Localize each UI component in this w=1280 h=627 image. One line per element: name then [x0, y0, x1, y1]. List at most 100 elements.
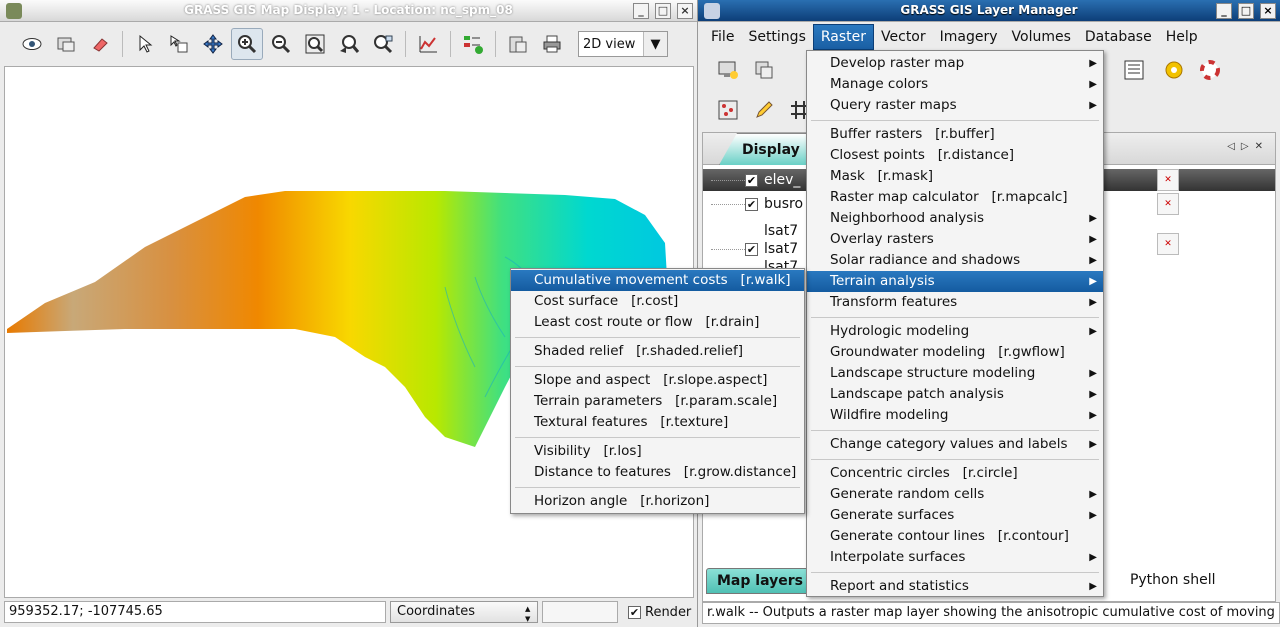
menu-item[interactable]: Cumulative movement costs [r.walk] [511, 270, 804, 291]
menu-item[interactable]: Distance to features [r.grow.distance] [511, 462, 804, 483]
menu-item[interactable]: Shaded relief [r.shaded.relief] [511, 341, 804, 362]
menu-item[interactable]: Mask [r.mask] [807, 166, 1103, 187]
menu-item[interactable]: Develop raster map ▶ [807, 53, 1103, 74]
menu-item[interactable]: Solar radiance and shadows ▶ [807, 250, 1103, 271]
layer-opacity-button[interactable]: ✕ [1157, 233, 1179, 255]
menu-item[interactable]: Least cost route or flow [r.drain] [511, 312, 804, 333]
query-icon[interactable] [163, 28, 195, 60]
layer-visibility-checkbox[interactable]: ✔ [745, 173, 758, 187]
zoom-extent-icon[interactable] [299, 28, 331, 60]
menu-item[interactable]: Wildfire modeling ▶ [807, 405, 1103, 426]
menu-item[interactable]: Overlay rasters ▶ [807, 229, 1103, 250]
layer-visibility-checkbox[interactable]: ✔ [745, 197, 758, 211]
close-button[interactable]: × [1260, 3, 1276, 19]
add-overlay-icon[interactable] [50, 28, 82, 60]
layer-name: elev_ [764, 172, 801, 188]
menu-item-label: Least cost route or flow [r.drain] [534, 314, 760, 330]
submenu-arrow-icon: ▶ [1089, 213, 1097, 224]
menu-item[interactable]: Terrain parameters [r.param.scale] [511, 391, 804, 412]
menu-item[interactable]: Interpolate surfaces ▶ [807, 547, 1103, 568]
menu-item[interactable]: Transform features ▶ [807, 292, 1103, 313]
menu-item[interactable]: Generate random cells ▶ [807, 484, 1103, 505]
attribute-table-icon[interactable] [1118, 54, 1150, 86]
analyze-icon[interactable] [412, 28, 444, 60]
menu-file[interactable]: File [711, 29, 735, 45]
view-mode-select[interactable]: 2D view ▼ [578, 31, 668, 57]
menu-item[interactable]: Report and statistics ▶ [807, 576, 1103, 597]
gear-icon[interactable] [1158, 54, 1190, 86]
pan-icon[interactable] [197, 28, 229, 60]
menu-item[interactable]: Neighborhood analysis ▶ [807, 208, 1103, 229]
map-display-titlebar[interactable]: GRASS GIS Map Display: 1 - Location: nc_… [0, 0, 697, 22]
zoom-back-icon[interactable] [333, 28, 365, 60]
chevron-down-icon[interactable]: ▼ [643, 32, 667, 56]
menu-item[interactable]: Concentric circles [r.circle] [807, 463, 1103, 484]
eye-icon[interactable] [16, 28, 48, 60]
submenu-arrow-icon: ▶ [1089, 510, 1097, 521]
menu-item[interactable]: Slope and aspect [r.slope.aspect] [511, 370, 804, 391]
layer-row[interactable]: ✔ lsat7 lsat7 lsat7 ✕ [703, 219, 1275, 279]
zoom-in-icon[interactable] [231, 28, 263, 60]
toolbar-separator [405, 31, 406, 57]
edit-pencil-icon[interactable] [748, 94, 780, 126]
menu-item[interactable]: Query raster maps ▶ [807, 95, 1103, 116]
print-icon[interactable] [536, 28, 568, 60]
menu-item[interactable]: Textural features [r.texture] [511, 412, 804, 433]
menu-item[interactable]: Hydrologic modeling ▶ [807, 321, 1103, 342]
menu-item[interactable]: Cost surface [r.cost] [511, 291, 804, 312]
coordinates-field[interactable]: 959352.17; -107745.65 [4, 601, 386, 623]
tab-python-shell[interactable]: Python shell [1129, 572, 1216, 588]
menu-volumes[interactable]: Volumes [1011, 29, 1071, 45]
menu-database[interactable]: Database [1084, 29, 1152, 45]
menu-item[interactable]: Closest points [r.distance] [807, 145, 1103, 166]
tab-map-layers[interactable]: Map layers [706, 568, 814, 594]
render-checkbox[interactable]: ✔ [628, 605, 641, 619]
abacus-icon[interactable] [712, 94, 744, 126]
zoom-out-icon[interactable] [265, 28, 297, 60]
menu-item[interactable]: Landscape patch analysis ▶ [807, 384, 1103, 405]
save-icon[interactable] [502, 28, 534, 60]
maximize-button[interactable]: □ [1238, 3, 1254, 19]
legend-icon[interactable] [457, 28, 489, 60]
menu-raster[interactable]: Raster [812, 24, 875, 50]
render-label: Render [645, 604, 692, 620]
new-display-icon[interactable] [712, 54, 744, 86]
menu-item-label: Change category values and labels [830, 436, 1068, 452]
menu-item[interactable]: Generate surfaces ▶ [807, 505, 1103, 526]
layer-opacity-button[interactable]: ✕ [1157, 169, 1179, 191]
render-checkbox-group[interactable]: ✔ Render [628, 605, 691, 620]
menu-item[interactable]: Buffer rasters [r.buffer] [807, 124, 1103, 145]
menu-item[interactable]: Landscape structure modeling ▶ [807, 363, 1103, 384]
menu-item[interactable]: Change category values and labels ▶ [807, 434, 1103, 455]
menu-item[interactable]: Horizon angle [r.horizon] [511, 491, 804, 512]
menu-item[interactable]: Terrain analysis ▶ [807, 271, 1103, 292]
minimize-button[interactable]: _ [633, 3, 649, 19]
menu-settings[interactable]: Settings [748, 29, 806, 45]
tab-navigation-icons[interactable]: ◁▷✕ [1227, 141, 1269, 152]
menu-item[interactable]: Visibility [r.los] [511, 441, 804, 462]
layer-visibility-checkbox[interactable]: ✔ [745, 242, 758, 256]
close-button[interactable]: × [677, 3, 693, 19]
menu-item[interactable]: Raster map calculator [r.mapcalc] [807, 187, 1103, 208]
grass-app-icon [704, 3, 720, 19]
layer-row[interactable]: ✔ busro ✕ [703, 193, 1275, 215]
menu-item[interactable]: Manage colors ▶ [807, 74, 1103, 95]
pointer-icon[interactable] [129, 28, 161, 60]
zoom-region-icon[interactable] [367, 28, 399, 60]
statusbar-extra-field[interactable] [542, 601, 618, 623]
grid-icon[interactable] [784, 94, 816, 126]
menu-item[interactable]: Groundwater modeling [r.gwflow] [807, 342, 1103, 363]
menu-item[interactable]: Generate contour lines [r.contour] [807, 526, 1103, 547]
menu-imagery[interactable]: Imagery [939, 29, 998, 45]
erase-icon[interactable] [84, 28, 116, 60]
menu-separator [515, 366, 800, 367]
maximize-button[interactable]: □ [655, 3, 671, 19]
layer-opacity-button[interactable]: ✕ [1157, 193, 1179, 215]
workspace-icon[interactable] [748, 54, 780, 86]
menu-help[interactable]: Help [1165, 29, 1198, 45]
help-lifebuoy-icon[interactable] [1194, 54, 1226, 86]
minimize-button[interactable]: _ [1216, 3, 1232, 19]
statusbar-mode-select[interactable]: Coordinates [390, 601, 538, 624]
layer-manager-titlebar[interactable]: GRASS GIS Layer Manager _ □ × [698, 0, 1280, 22]
menu-vector[interactable]: Vector [881, 29, 926, 45]
